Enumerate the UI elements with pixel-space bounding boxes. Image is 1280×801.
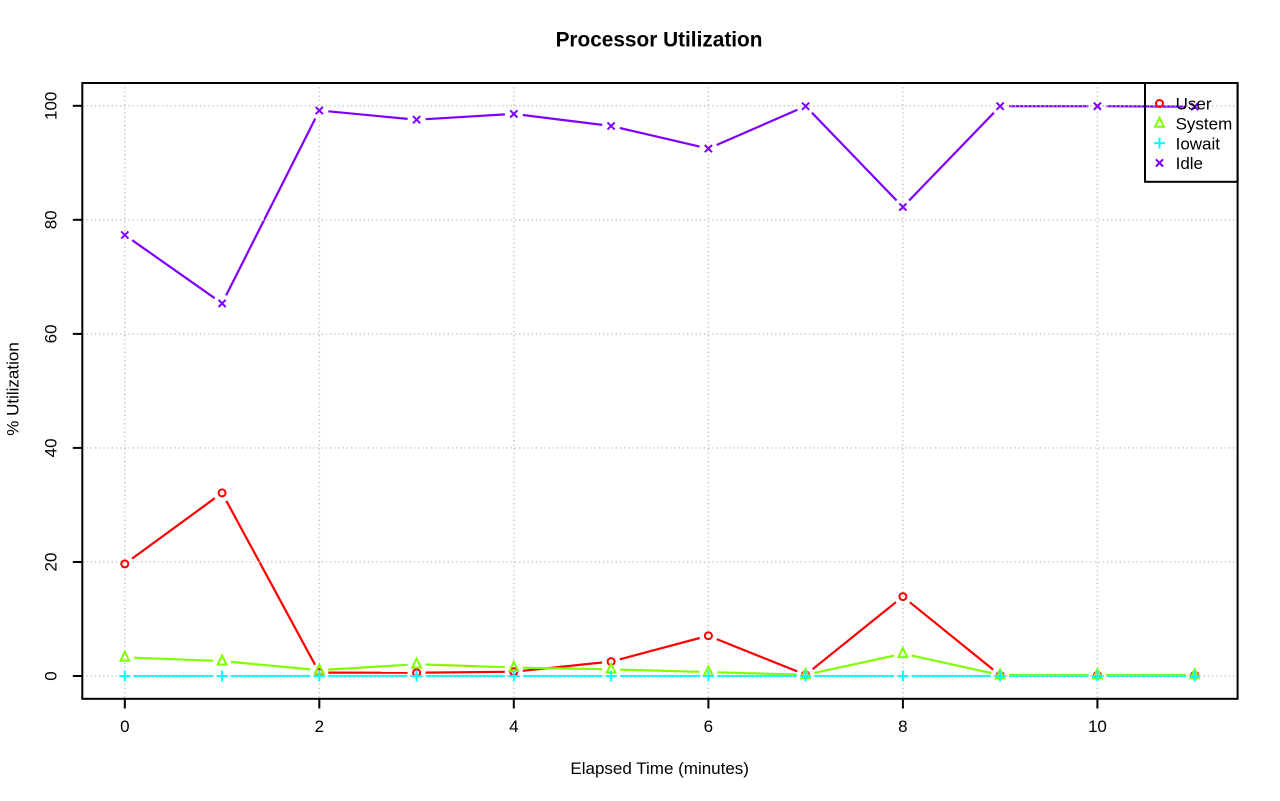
svg-text:8: 8 xyxy=(898,717,907,736)
svg-text:0: 0 xyxy=(120,717,129,736)
svg-text:0: 0 xyxy=(42,671,61,680)
svg-text:100: 100 xyxy=(42,92,61,120)
svg-text:Iowait: Iowait xyxy=(1176,134,1221,153)
svg-text:6: 6 xyxy=(704,717,713,736)
svg-text:2: 2 xyxy=(315,717,324,736)
svg-text:User: User xyxy=(1176,95,1212,114)
svg-text:20: 20 xyxy=(42,553,61,572)
svg-text:Elapsed Time (minutes): Elapsed Time (minutes) xyxy=(570,759,749,778)
svg-text:80: 80 xyxy=(42,210,61,229)
svg-text:4: 4 xyxy=(509,717,518,736)
svg-text:Processor Utilization: Processor Utilization xyxy=(556,29,763,52)
svg-text:40: 40 xyxy=(42,438,61,457)
svg-text:% Utilization: % Utilization xyxy=(4,342,23,436)
svg-text:Idle: Idle xyxy=(1176,154,1203,173)
svg-text:System: System xyxy=(1176,115,1233,134)
svg-text:10: 10 xyxy=(1088,717,1107,736)
svg-text:60: 60 xyxy=(42,324,61,343)
